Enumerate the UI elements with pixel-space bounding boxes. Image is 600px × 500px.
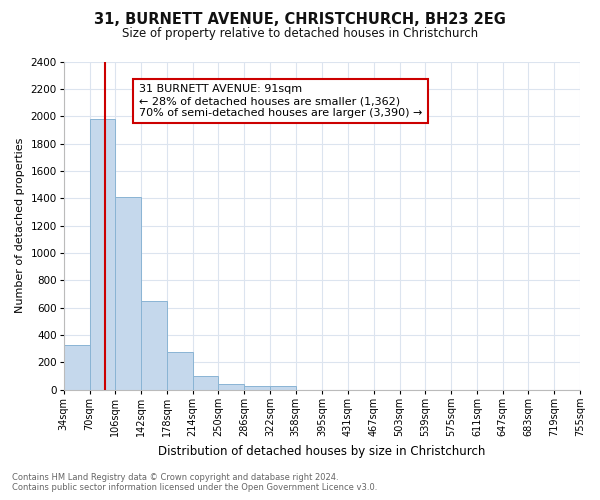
Bar xyxy=(244,386,270,390)
Bar xyxy=(115,197,141,390)
Bar xyxy=(193,376,218,390)
Bar xyxy=(141,301,167,390)
Bar xyxy=(167,352,193,390)
X-axis label: Distribution of detached houses by size in Christchurch: Distribution of detached houses by size … xyxy=(158,444,485,458)
Bar xyxy=(89,119,115,390)
Text: 31 BURNETT AVENUE: 91sqm
← 28% of detached houses are smaller (1,362)
70% of sem: 31 BURNETT AVENUE: 91sqm ← 28% of detach… xyxy=(139,84,422,117)
Bar xyxy=(64,346,89,390)
Bar xyxy=(218,384,244,390)
Text: Size of property relative to detached houses in Christchurch: Size of property relative to detached ho… xyxy=(122,28,478,40)
Text: 31, BURNETT AVENUE, CHRISTCHURCH, BH23 2EG: 31, BURNETT AVENUE, CHRISTCHURCH, BH23 2… xyxy=(94,12,506,28)
Text: Contains HM Land Registry data © Crown copyright and database right 2024.
Contai: Contains HM Land Registry data © Crown c… xyxy=(12,473,377,492)
Y-axis label: Number of detached properties: Number of detached properties xyxy=(15,138,25,314)
Bar xyxy=(270,386,296,390)
